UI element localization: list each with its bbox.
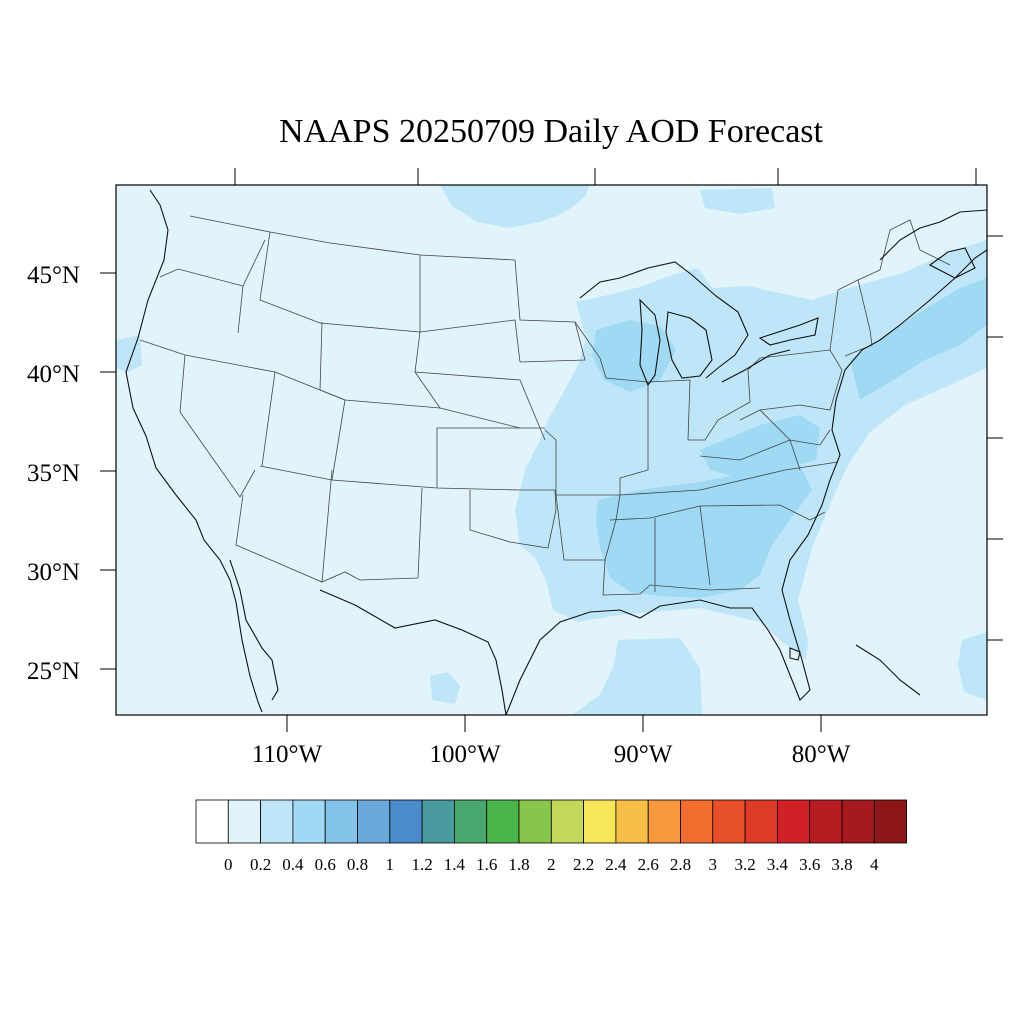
colorbar-swatch: [195, 799, 229, 844]
aod-plume-atlantic-se: [958, 632, 987, 700]
page-title: NAAPS 20250709 Daily AOD Forecast: [279, 113, 824, 150]
colorbar-label: 1.4: [444, 855, 466, 874]
colorbar-swatch: [680, 799, 714, 844]
colorbar-label: 4: [870, 855, 879, 874]
colorbar-swatch: [518, 799, 552, 844]
colorbar-swatch: [260, 799, 294, 844]
aod-plume-southwest-gulf: [430, 672, 460, 704]
coastlines: [125, 189, 988, 716]
colorbar-swatch: [744, 799, 778, 844]
colorbar-swatch: [550, 799, 584, 844]
colorbar-swatch: [324, 799, 358, 844]
colorbar-label: 3.8: [831, 855, 852, 874]
colorbar-swatch: [389, 799, 423, 844]
aod-plume-canada-north: [700, 188, 775, 214]
lat-label: 30°N: [27, 559, 80, 586]
aod-plume-southeast-core: [596, 465, 812, 598]
colorbar-label: 3.2: [734, 855, 755, 874]
colorbar-swatch: [841, 799, 875, 844]
colorbar-swatch: [583, 799, 617, 844]
longitude-labels: 110°W 100°W 90°W 80°W: [252, 741, 851, 768]
aod-plume-northeast-coast: [850, 278, 987, 400]
colorbar-label: 3.6: [799, 855, 820, 874]
colorbar-swatch: [357, 799, 391, 844]
aod-plumes: [116, 185, 987, 715]
latitude-labels: 45°N 40°N 35°N 30°N 25°N: [27, 262, 80, 685]
lon-label: 80°W: [792, 741, 851, 768]
state-boundaries: [139, 215, 951, 596]
colorbar-label: 0.2: [250, 855, 271, 874]
colorbar-swatch: [809, 799, 843, 844]
aod-plume-gulf-south: [572, 638, 702, 715]
colorbar-label: 2.6: [638, 855, 659, 874]
colorbar-labels: 0 0.2 0.4 0.6 0.8 1 1.2 1.4 1.6 1.8 2 2.2 2.4 2.6 2.8 3…: [224, 855, 879, 874]
lat-label: 45°N: [27, 262, 80, 289]
lat-label: 40°N: [27, 361, 80, 388]
lon-label: 90°W: [614, 741, 673, 768]
colorbar-label: 2: [547, 855, 556, 874]
colorbar-swatch: [453, 799, 488, 844]
aod-plume-west-coast: [116, 335, 142, 372]
colorbar-label: 3: [709, 855, 718, 874]
map-panel: 45°N 40°N 35°N 30°N 25°N 110°W 100°W 90°…: [27, 168, 1003, 768]
aod-plume-northern-plains: [440, 185, 590, 228]
colorbar-label: 0.8: [347, 855, 368, 874]
map-ticks: [100, 168, 1003, 732]
lon-label: 110°W: [252, 741, 323, 768]
aod-plume-mid-atlantic: [700, 415, 820, 478]
colorbar-label: 1.6: [476, 855, 497, 874]
colorbar-swatch: [615, 799, 649, 844]
colorbar-swatch: [647, 799, 681, 844]
colorbar-boxes: [195, 799, 907, 844]
colorbar-swatch: [486, 799, 520, 844]
colorbar-swatch: [421, 799, 455, 844]
colorbar: 0 0.2 0.4 0.6 0.8 1 1.2 1.4 1.6 1.8 2 2.2 2.4 2.6 2.8 3…: [195, 799, 907, 874]
colorbar-label: 3.4: [767, 855, 789, 874]
colorbar-label: 2.2: [573, 855, 594, 874]
colorbar-label: 0.6: [315, 855, 336, 874]
lon-label: 100°W: [429, 741, 500, 768]
colorbar-label: 2.4: [605, 855, 627, 874]
colorbar-label: 1: [386, 855, 395, 874]
colorbar-label: 0.4: [282, 855, 304, 874]
colorbar-swatch: [227, 799, 262, 844]
colorbar-swatch: [873, 799, 907, 844]
colorbar-swatch: [712, 799, 746, 844]
lat-label: 25°N: [27, 658, 80, 685]
colorbar-label: 1.8: [508, 855, 529, 874]
colorbar-label: 2.8: [670, 855, 691, 874]
lat-label: 35°N: [27, 460, 80, 487]
colorbar-label: 0: [224, 855, 233, 874]
colorbar-swatch: [292, 799, 326, 844]
colorbar-swatch: [777, 799, 811, 844]
map-frame: [115, 184, 988, 716]
colorbar-label: 1.2: [411, 855, 432, 874]
